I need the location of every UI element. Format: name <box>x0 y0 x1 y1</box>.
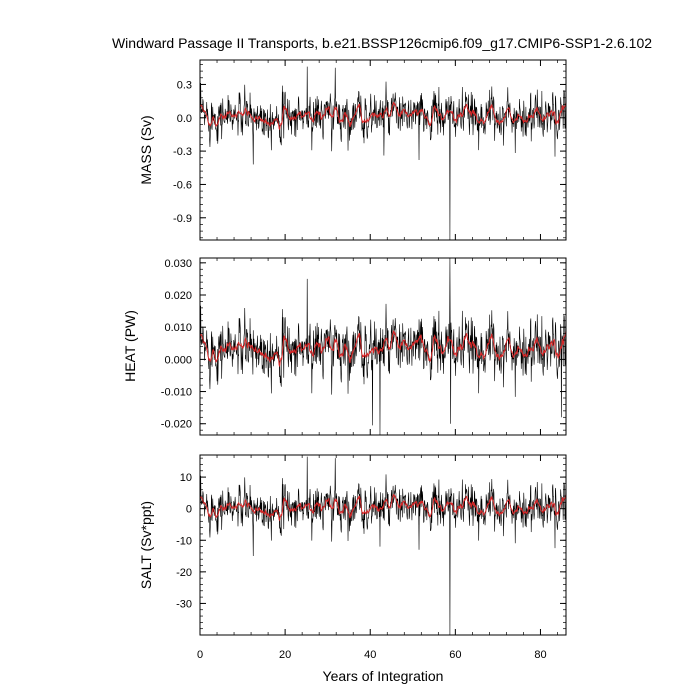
heat-y-axis-label: HEAT (PW) <box>122 310 138 382</box>
salt-panel: 10 0 -10 -20 -30 SALT (Sv*ppt) <box>138 454 567 636</box>
monthly-transport-line <box>200 456 566 635</box>
monthly-transport-line <box>200 258 566 435</box>
y-tick-label: -10 <box>176 535 192 547</box>
salt-plot-frame <box>199 454 567 636</box>
running-mean-line <box>200 101 566 131</box>
y-tick-label: 0 <box>186 504 192 516</box>
y-tick-label: 10 <box>180 472 192 484</box>
running-mean-line <box>200 493 566 522</box>
x-tick-label: 60 <box>449 649 461 661</box>
mass-axis-ticks: 0.3 0.0 -0.3 -0.6 -0.9 <box>173 60 566 240</box>
y-tick-label: 0.000 <box>164 354 192 366</box>
y-tick-label: 0.020 <box>164 290 192 302</box>
running-mean-line <box>200 330 566 368</box>
y-tick-label: -30 <box>176 598 192 610</box>
mass-series <box>200 66 566 240</box>
monthly-transport-line <box>200 66 566 240</box>
chart-title: Windward Passage II Transports, b.e21.BS… <box>112 35 652 51</box>
y-tick-label: 0.010 <box>164 322 192 334</box>
y-tick-label: 0.3 <box>177 79 192 91</box>
heat-axis-ticks: 0.030 0.020 0.010 0.000 -0.010 -0.020 <box>161 258 566 435</box>
x-axis-tick-labels: 0 20 40 60 80 <box>197 649 547 661</box>
y-tick-label: -0.3 <box>173 146 192 158</box>
y-tick-label: 0.030 <box>164 258 192 270</box>
salt-y-axis-label: SALT (Sv*ppt) <box>138 501 154 589</box>
y-tick-label: -0.9 <box>173 213 192 225</box>
y-tick-label: -20 <box>176 567 192 579</box>
x-tick-label: 20 <box>279 649 291 661</box>
x-tick-label: 80 <box>534 649 546 661</box>
mass-panel: 0.3 0.0 -0.3 -0.6 -0.9 MASS (Sv) <box>138 59 567 241</box>
y-tick-label: -0.6 <box>173 179 192 191</box>
mass-plot-frame <box>199 59 567 241</box>
heat-series <box>200 258 566 435</box>
y-tick-label: -0.010 <box>161 387 192 399</box>
x-tick-label: 0 <box>197 649 203 661</box>
y-tick-label: -0.020 <box>161 419 192 431</box>
x-axis-label: Years of Integration <box>323 668 444 684</box>
mass-y-axis-label: MASS (Sv) <box>138 115 154 184</box>
y-tick-label: 0.0 <box>177 113 192 125</box>
salt-series <box>200 456 566 635</box>
heat-panel: 0.030 0.020 0.010 0.000 -0.010 -0.020 HEAT (P… <box>122 257 567 436</box>
x-tick-label: 40 <box>364 649 376 661</box>
salt-axis-ticks: 10 0 -10 -20 -30 <box>176 455 566 636</box>
